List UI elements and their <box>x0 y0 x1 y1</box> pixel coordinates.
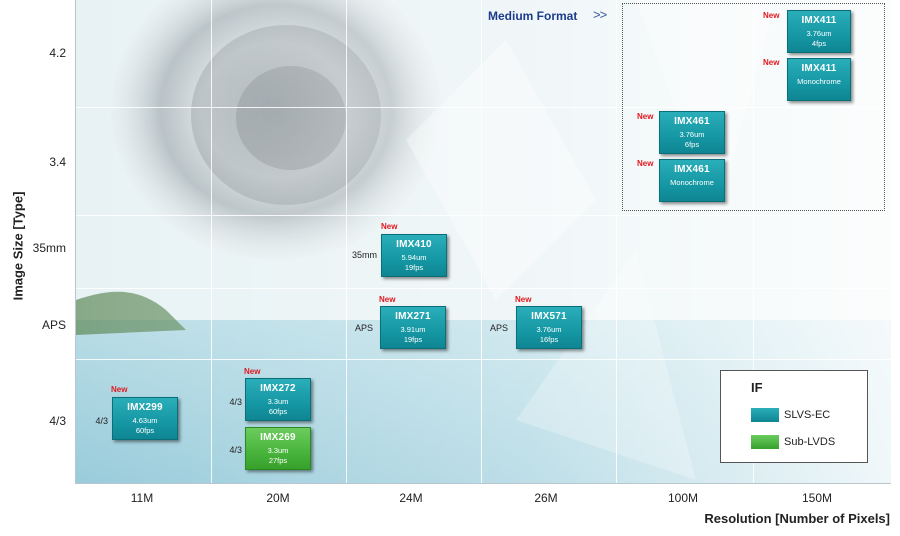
medium-format-region <box>622 3 885 211</box>
sensor-name: IMX411 <box>801 63 837 74</box>
new-tag: New <box>763 11 780 20</box>
sensor-name: IMX271 <box>395 311 431 322</box>
interface-legend: IF SLVS-EC Sub-LVDS <box>720 370 868 463</box>
sensor-chip-imx571[interactable]: IMX571 3.76um 16fps <box>516 306 582 349</box>
sensor-name: IMX461 <box>674 164 710 175</box>
sensor-spec: 19fps <box>404 263 424 272</box>
grid-line <box>211 0 212 483</box>
x-tick-label: 150M <box>801 491 833 505</box>
new-tag: New <box>111 385 128 394</box>
sensor-spec: 3.3um <box>267 397 289 406</box>
x-tick-label: 11M <box>130 491 154 505</box>
medium-format-arrow: >> <box>593 7 607 22</box>
format-label: 4/3 <box>229 445 242 455</box>
grid-line <box>76 359 891 360</box>
format-label: 35mm <box>351 250 377 260</box>
format-label: 4/3 <box>95 416 108 426</box>
legend-swatch-slvs-ec <box>751 408 779 422</box>
format-label: 4/3 <box>229 397 242 407</box>
format-label: APS <box>354 323 373 333</box>
sensor-spec: 5.94um <box>401 253 427 262</box>
new-tag: New <box>763 58 780 67</box>
sensor-spec: Monochrome <box>670 178 714 187</box>
y-tick-label: 4.2 <box>49 46 66 60</box>
x-axis-label: Resolution [Number of Pixels] <box>704 511 890 526</box>
sensor-spec: 60fps <box>135 426 155 435</box>
new-tag: New <box>637 159 654 168</box>
sensor-name: IMX410 <box>396 239 432 250</box>
sensor-spec: 27fps <box>268 456 288 465</box>
sensor-spec: 4.63um <box>132 416 158 425</box>
sensor-spec: 3.76um <box>679 130 705 139</box>
sensor-chip-imx461-mono[interactable]: IMX461 Monochrome <box>659 159 725 202</box>
x-tick-label: 20M <box>266 491 290 505</box>
new-tag: New <box>244 367 261 376</box>
sensor-chip-imx461[interactable]: IMX461 3.76um 6fps <box>659 111 725 154</box>
sensor-spec: 3.76um <box>536 325 562 334</box>
sensor-spec: 19fps <box>403 335 423 344</box>
format-label: APS <box>489 323 508 333</box>
y-tick-label: 3.4 <box>49 155 66 169</box>
y-tick-label: 35mm <box>32 241 66 255</box>
sensor-spec: 3.76um <box>806 29 832 38</box>
sensor-name: IMX571 <box>531 311 567 322</box>
new-tag: New <box>515 295 532 304</box>
grid-line <box>76 215 891 216</box>
sensor-name: IMX299 <box>127 402 163 413</box>
y-tick-label: APS <box>41 318 66 332</box>
grid-line <box>616 0 617 483</box>
sensor-spec: 3.3um <box>267 446 289 455</box>
grid-line <box>753 0 754 483</box>
sensor-chip-imx269[interactable]: IMX269 3.3um 27fps <box>245 427 311 470</box>
grid-line <box>481 0 482 483</box>
sensor-chip-imx271[interactable]: IMX271 3.91um 19fps <box>380 306 446 349</box>
sensor-spec: Monochrome <box>797 77 841 86</box>
sensor-chip-imx410[interactable]: IMX410 5.94um 19fps <box>381 234 447 277</box>
new-tag: New <box>381 222 398 231</box>
new-tag: New <box>637 112 654 121</box>
sensor-name: IMX411 <box>801 15 837 26</box>
x-tick-label: 24M <box>399 491 423 505</box>
sensor-name: IMX272 <box>260 383 296 394</box>
sensor-name: IMX461 <box>674 116 710 127</box>
sensor-chip-imx272[interactable]: IMX272 3.3um 60fps <box>245 378 311 421</box>
legend-swatch-sub-lvds <box>751 435 779 449</box>
sensor-spec: 6fps <box>684 140 700 149</box>
grid-line <box>76 288 891 289</box>
sensor-spec: 60fps <box>268 407 288 416</box>
sensor-spec: 16fps <box>539 335 559 344</box>
y-tick-label: 4/3 <box>49 414 66 428</box>
sensor-chip-imx411-mono[interactable]: IMX411 Monochrome <box>787 58 851 101</box>
x-tick-label: 100M <box>667 491 699 505</box>
legend-label: Sub-LVDS <box>784 436 836 448</box>
sensor-spec: 3.91um <box>400 325 426 334</box>
medium-format-label: Medium Format <box>488 9 578 23</box>
sensor-chip-imx411[interactable]: IMX411 3.76um 4fps <box>787 10 851 53</box>
x-tick-label: 26M <box>534 491 558 505</box>
sensor-chip-imx299[interactable]: IMX299 4.63um 60fps <box>112 397 178 440</box>
new-tag: New <box>379 295 396 304</box>
legend-title: IF <box>751 380 763 395</box>
sensor-name: IMX269 <box>260 432 296 443</box>
sensor-spec: 4fps <box>811 39 827 48</box>
grid-line <box>346 0 347 483</box>
grid-line <box>76 107 891 108</box>
legend-label: SLVS-EC <box>784 409 831 421</box>
